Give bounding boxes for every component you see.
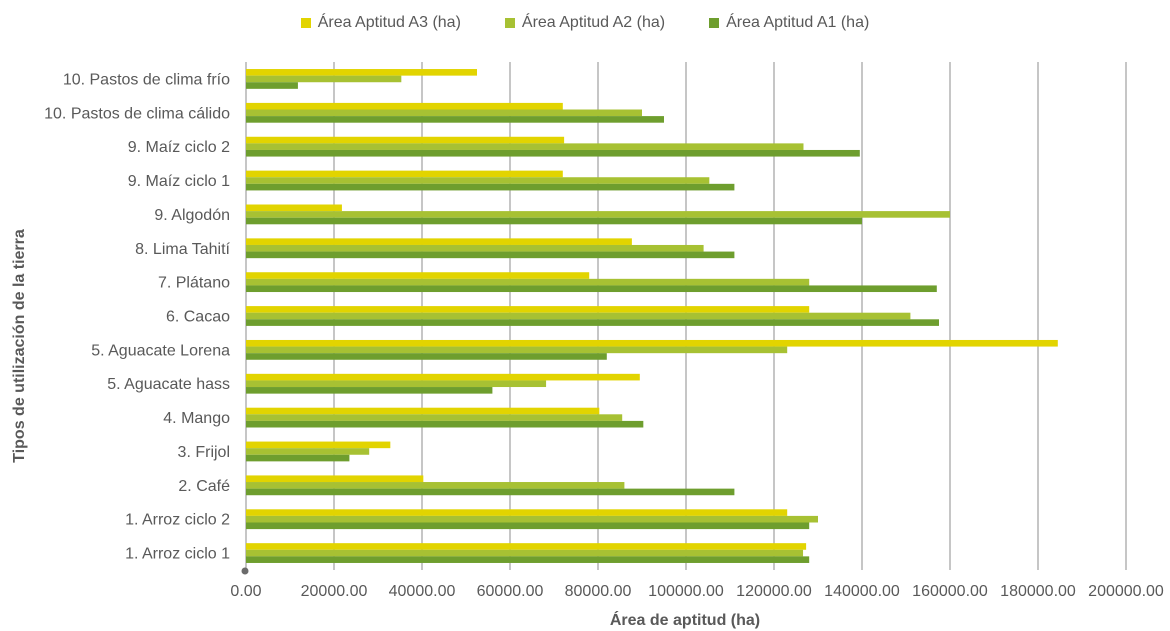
bar-series-1 bbox=[246, 136, 565, 144]
x-tick-label: 40000.00 bbox=[389, 583, 456, 600]
category-label: 9. Algodón bbox=[154, 207, 230, 224]
category-label: 10. Pastos de clima frío bbox=[63, 71, 230, 88]
bar-series-1 bbox=[246, 69, 477, 76]
legend-item-a1: Área Aptitud A1 (ha) bbox=[709, 14, 869, 32]
category-label: 1. Arroz ciclo 2 bbox=[125, 512, 230, 529]
legend-label-a3: Área Aptitud A3 (ha) bbox=[317, 14, 461, 31]
bar-series bbox=[246, 69, 1058, 563]
legend-item-a2: Área Aptitud A2 (ha) bbox=[504, 14, 666, 32]
bar-series-1 bbox=[246, 543, 807, 550]
bar-series-3 bbox=[246, 420, 644, 428]
x-axis-title: Área de aptitud (ha) bbox=[610, 610, 760, 629]
category-labels: 10. Pastos de clima frío 10. Pastos de cl… bbox=[44, 71, 230, 562]
x-tick-label: 0.00 bbox=[230, 583, 261, 600]
legend-swatch-a2 bbox=[504, 18, 515, 28]
x-tick-label: 60000.00 bbox=[477, 583, 544, 600]
bar-series-1 bbox=[246, 441, 391, 449]
legend-label-a2: Área Aptitud A2 (ha) bbox=[521, 14, 666, 31]
bar-series-2 bbox=[246, 278, 810, 286]
bar-series-2 bbox=[246, 109, 642, 117]
category-label: 6. Cacao bbox=[166, 309, 230, 326]
bar-series-3 bbox=[246, 353, 607, 360]
x-tick-label: 100000.00 bbox=[648, 583, 724, 600]
bar-series-2 bbox=[246, 482, 625, 489]
legend-item-a3: Área Aptitud A3 (ha) bbox=[300, 14, 461, 32]
category-label: 3. Frijol bbox=[178, 444, 230, 461]
bar-series-3 bbox=[246, 454, 350, 462]
legend-label-a1: Área Aptitud A1 (ha) bbox=[726, 14, 870, 31]
category-label: 5. Aguacate Lorena bbox=[91, 342, 230, 359]
bar-series-2 bbox=[246, 244, 704, 252]
legend-swatch-a1 bbox=[709, 18, 720, 28]
bar-series-1 bbox=[246, 272, 590, 279]
x-tick-label: 80000.00 bbox=[565, 583, 632, 600]
bar-series-1 bbox=[246, 102, 563, 110]
bar-series-3 bbox=[246, 183, 735, 191]
category-label: 4. Mango bbox=[163, 410, 230, 427]
bar-series-1 bbox=[246, 373, 640, 381]
x-tick-labels: 0.00 20000.00 40000.00 60000.00 80000.00 1000… bbox=[230, 583, 1163, 600]
bar-series-2 bbox=[246, 380, 547, 388]
bar-series-3 bbox=[246, 82, 298, 89]
x-tick-label: 160000.00 bbox=[912, 583, 988, 600]
legend-swatch-a3 bbox=[300, 18, 311, 28]
category-label: 9. Maíz ciclo 2 bbox=[128, 139, 230, 156]
bar-series-1 bbox=[246, 339, 1058, 347]
bar-series-2 bbox=[246, 346, 788, 354]
bar-series-1 bbox=[246, 238, 632, 245]
bar-series-2 bbox=[246, 75, 402, 83]
bar-series-2 bbox=[246, 312, 911, 320]
x-tick-label: 20000.00 bbox=[301, 583, 368, 600]
bar-series-2 bbox=[246, 211, 950, 218]
category-label: 5. Aguacate hass bbox=[107, 376, 230, 393]
y-axis-title: Tipos de utilización de la tierra bbox=[11, 229, 28, 463]
x-tick-label: 180000.00 bbox=[1000, 583, 1076, 600]
bar-series-3 bbox=[246, 387, 493, 394]
bar-series-1 bbox=[246, 407, 600, 415]
category-label: 7. Plátano bbox=[158, 275, 230, 292]
bar-series-3 bbox=[246, 116, 664, 123]
bar-series-1 bbox=[246, 170, 563, 178]
category-label: 2. Café bbox=[178, 478, 230, 495]
bar-series-2 bbox=[246, 414, 623, 421]
bar-series-3 bbox=[246, 217, 862, 225]
bar-series-2 bbox=[246, 143, 804, 150]
bar-series-3 bbox=[246, 251, 735, 259]
bar-series-2 bbox=[246, 515, 818, 523]
bar-series-1 bbox=[246, 475, 424, 483]
axis-origin-marker bbox=[241, 567, 249, 575]
category-label: 9. Maíz ciclo 1 bbox=[128, 173, 230, 190]
bar-series-3 bbox=[246, 488, 735, 496]
x-tick-label: 140000.00 bbox=[824, 583, 900, 600]
bar-series-3 bbox=[246, 556, 810, 563]
bar-series-3 bbox=[246, 149, 860, 157]
bar-series-1 bbox=[246, 204, 342, 212]
category-label: 10. Pastos de clima cálido bbox=[44, 105, 230, 122]
bar-series-2 bbox=[246, 448, 370, 455]
x-tick-label: 200000.00 bbox=[1088, 583, 1164, 600]
bar-series-2 bbox=[246, 177, 710, 184]
x-tick-label: 120000.00 bbox=[736, 583, 812, 600]
bar-series-1 bbox=[246, 509, 788, 516]
bar-series-2 bbox=[246, 549, 804, 557]
chart-legend: Área Aptitud A3 (ha) Área Aptitud A2 (ha… bbox=[0, 14, 1170, 32]
category-label: 8. Lima Tahití bbox=[135, 241, 230, 258]
category-label: 1. Arroz ciclo 1 bbox=[125, 546, 230, 563]
bar-series-1 bbox=[246, 306, 810, 313]
bar-series-3 bbox=[246, 285, 937, 293]
bar-series-3 bbox=[246, 522, 810, 530]
bar-series-3 bbox=[246, 319, 939, 326]
